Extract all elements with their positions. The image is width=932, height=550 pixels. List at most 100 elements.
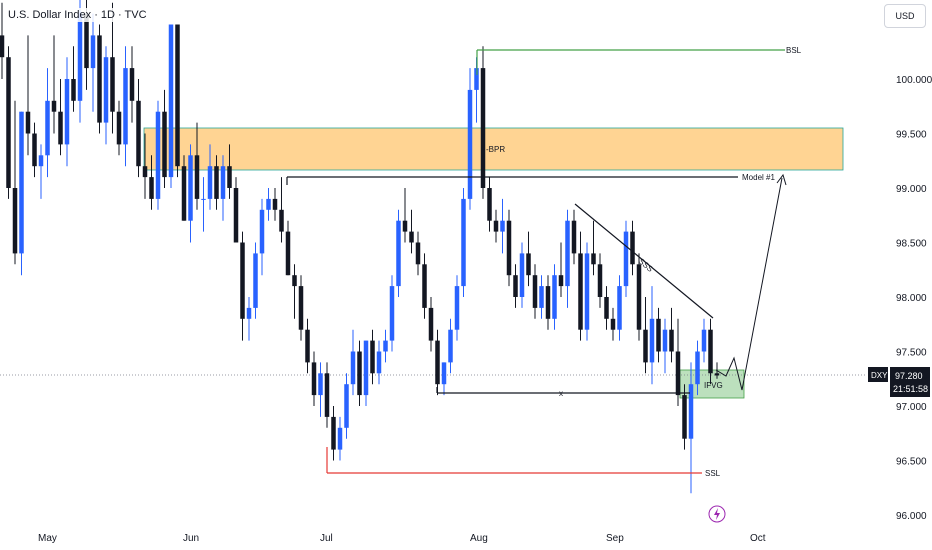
candle-body (552, 275, 557, 319)
candle (350, 329, 356, 396)
bsl-label: BSL (786, 46, 802, 55)
candle-body (136, 100, 141, 167)
candle (123, 46, 128, 167)
candle-body (506, 220, 512, 276)
y-tick-label: 100.000 (896, 75, 932, 86)
candle-body (370, 340, 375, 374)
currency-button[interactable]: USD (884, 4, 926, 28)
candle (597, 253, 603, 308)
x-label: x (559, 389, 563, 398)
candle (181, 155, 187, 221)
candle (669, 307, 674, 363)
x-tick-label: Aug (470, 533, 488, 544)
y-tick-label: 96.000 (896, 511, 927, 522)
candle-body (363, 340, 369, 396)
candle (266, 188, 271, 221)
candle-body (415, 242, 421, 265)
candle-body (545, 286, 551, 319)
candle-body (474, 68, 479, 90)
candle (155, 100, 161, 210)
candle (77, 0, 83, 123)
candle-body (155, 111, 161, 199)
candle-body (77, 13, 83, 101)
candle-body (25, 111, 31, 134)
candle-body (142, 166, 148, 178)
candle (331, 406, 336, 461)
x-tick-label: Oct (750, 533, 766, 544)
candle-body (500, 220, 505, 232)
candle-body (246, 307, 252, 319)
candle-body (480, 68, 486, 188)
candle-body (487, 188, 492, 221)
candle-body (578, 253, 583, 330)
candle (591, 220, 596, 276)
candle-body (188, 155, 193, 221)
candle (253, 242, 258, 319)
candle (363, 340, 369, 406)
candle (383, 329, 388, 363)
candle-body (194, 155, 200, 199)
candle (357, 340, 362, 406)
candle (500, 198, 505, 254)
candle-body (298, 286, 304, 330)
candle (19, 111, 24, 276)
candle-body (526, 253, 531, 276)
candle (220, 155, 226, 221)
candle-body (220, 166, 226, 199)
candle-body (643, 329, 648, 363)
candle-body (571, 220, 577, 254)
candle (630, 220, 635, 276)
bpr-zone (143, 127, 844, 171)
candle (428, 297, 434, 352)
candle (636, 253, 642, 341)
candle-body (558, 275, 564, 287)
candle-body (123, 68, 128, 145)
candle-body (714, 373, 720, 376)
candle (545, 275, 551, 330)
candle-body (688, 384, 694, 439)
candle-body (617, 286, 622, 330)
candle (227, 144, 232, 199)
candle (415, 231, 421, 276)
y-axis[interactable]: 100.000 99.500 99.000 98.500 98.000 97.500 97.… (896, 75, 932, 522)
candle (480, 46, 486, 199)
candle (142, 133, 148, 199)
candle-body (175, 24, 180, 167)
candle (435, 329, 440, 396)
lightning-icon[interactable] (708, 505, 726, 523)
candle-body (402, 220, 408, 232)
candle-body (519, 253, 525, 297)
candle-body (597, 264, 603, 297)
candle-body (662, 329, 668, 352)
candle-body (292, 275, 297, 287)
x-axis[interactable]: May Jun Jul Aug Sep Oct (38, 533, 766, 544)
candle-body (168, 24, 174, 178)
candle (58, 79, 63, 156)
candle-body (565, 220, 570, 287)
candle (318, 362, 323, 417)
candle (402, 188, 408, 243)
candle (376, 340, 382, 385)
candle (305, 318, 310, 374)
candle-body (656, 318, 661, 352)
candle (519, 242, 525, 308)
candle (129, 46, 135, 123)
x-tick-label: Jun (183, 533, 199, 544)
candle (623, 220, 629, 297)
candle-body (331, 416, 336, 450)
candle (558, 242, 564, 297)
candle-body (630, 231, 635, 265)
candle-body (181, 166, 187, 221)
candle-body (539, 286, 544, 308)
candle (194, 122, 200, 210)
x-tick-label: Jul (320, 533, 333, 544)
candle (610, 307, 616, 341)
candle-body (103, 57, 109, 123)
candle-body (6, 57, 11, 189)
candle (12, 100, 18, 265)
candle (649, 286, 655, 385)
candle (461, 188, 466, 297)
y-tick-label: 99.500 (896, 130, 927, 141)
